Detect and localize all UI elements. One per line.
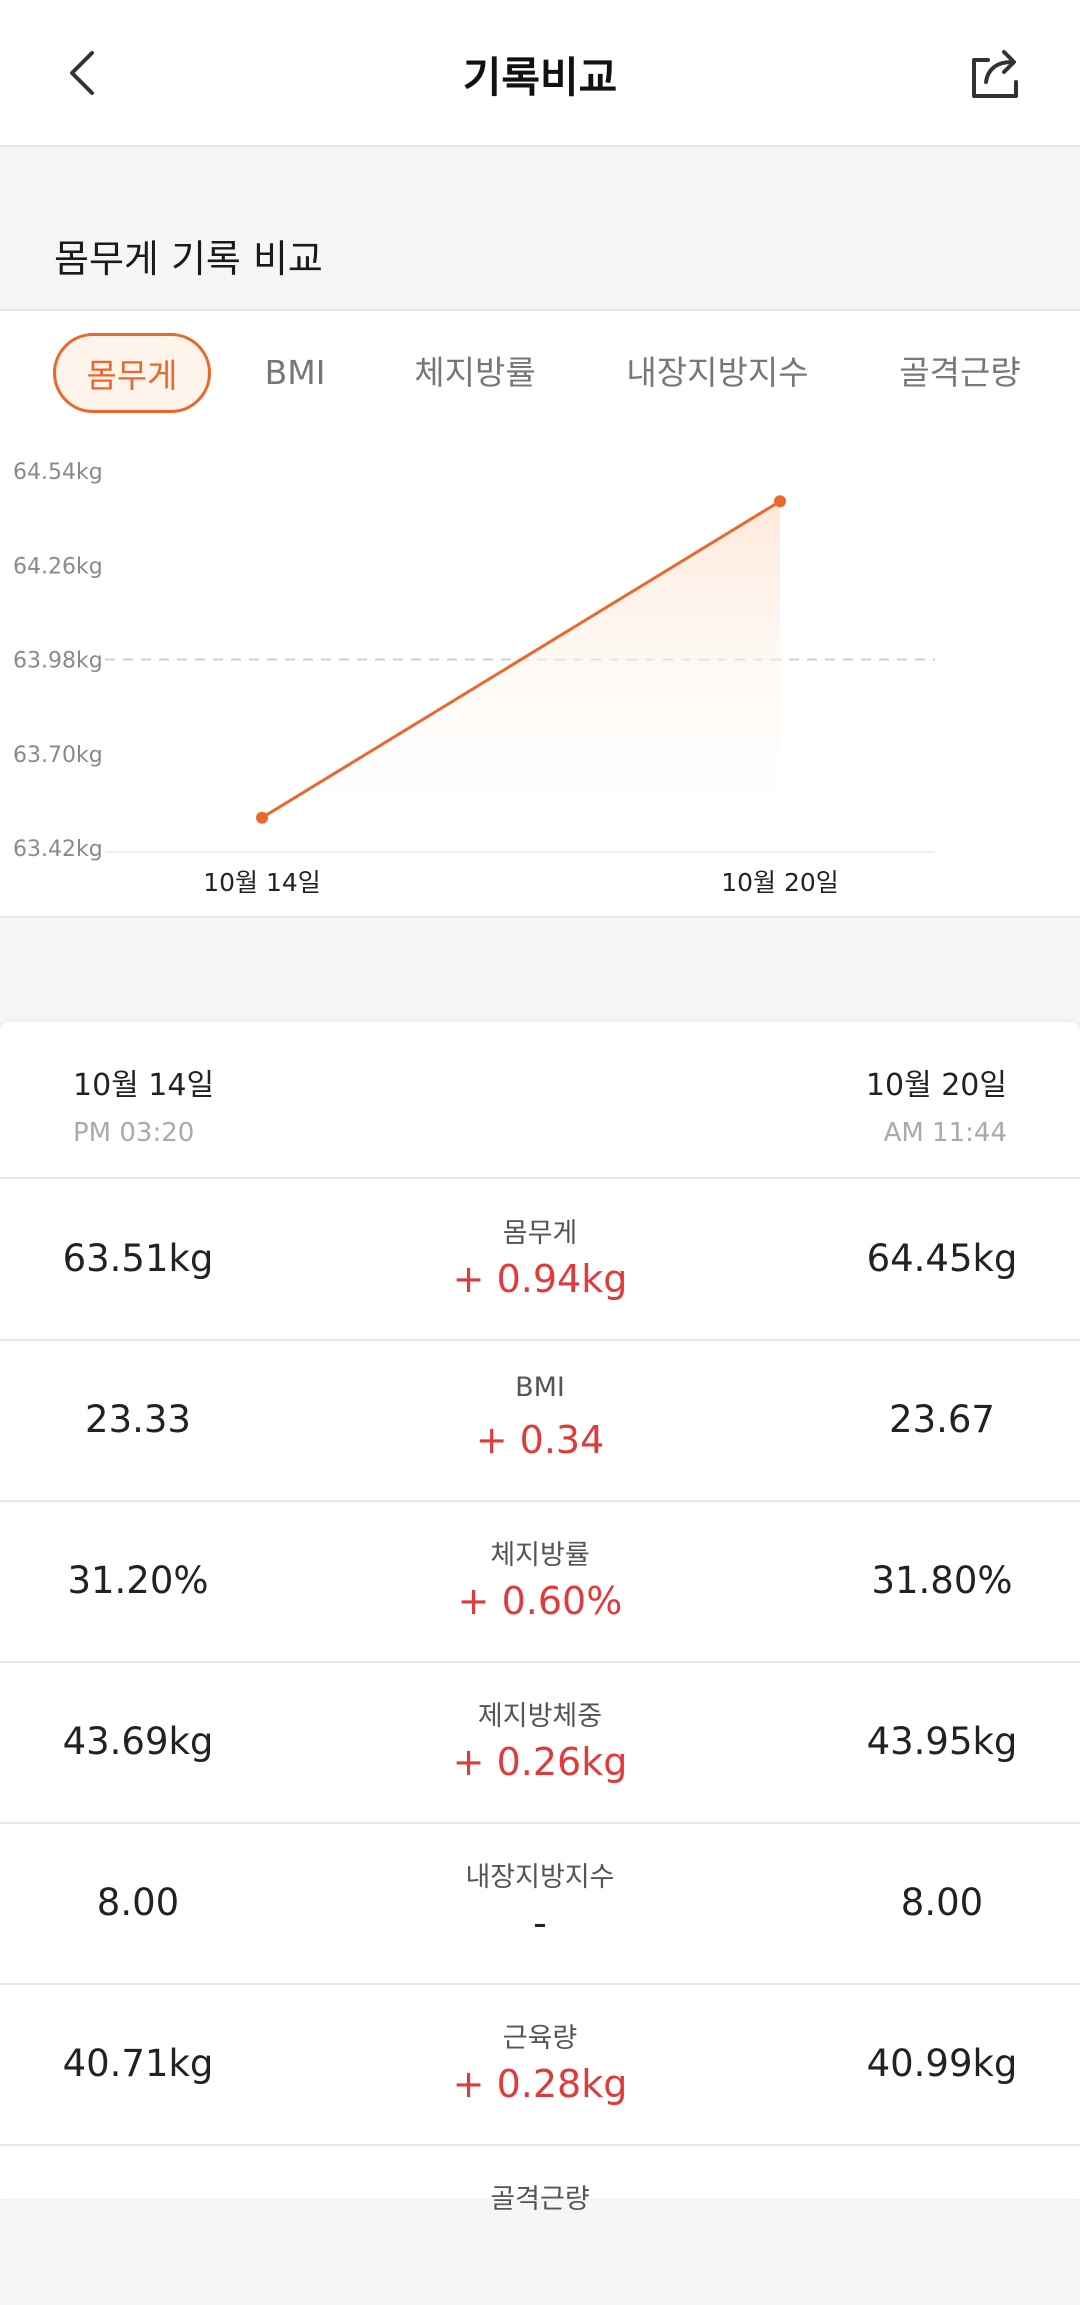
left-value: 8.00 (96, 1881, 180, 1924)
weight-chart: 64.54kg 64.26kg 63.98kg 63.70kg 63.42kg 10월 … (0, 434, 1080, 918)
page-title: 기록비교 (462, 53, 618, 102)
tab-weight[interactable]: 몸무게 (53, 333, 211, 413)
right-record: 10월 20일 AM 11:44 (866, 1060, 1007, 1148)
diff-value: - (533, 1901, 547, 1945)
chart-area-fill (262, 501, 780, 818)
tab-visceral-fat[interactable]: 내장지방지수 (626, 353, 809, 392)
left-value: 43.69kg (62, 1720, 214, 1763)
diff-value: + 0.34 (475, 1418, 605, 1462)
left-value: 40.71kg (62, 2042, 214, 2085)
left-date: 10월 14일 (73, 1068, 215, 1103)
compare-row-muscle: 40.71kg 근육량 + 0.28kg 40.99kg (0, 1984, 1080, 2146)
chart-svg: 64.54kg 64.26kg 63.98kg 63.70kg 63.42kg 10월 … (13, 460, 935, 897)
left-value: 23.33 (85, 1398, 191, 1441)
diff-value: + 0.60% (457, 1579, 623, 1623)
tab-body-fat[interactable]: 체지방률 (414, 353, 536, 392)
left-value: 31.20% (67, 1559, 209, 1602)
x-tick-label: 10월 20일 (721, 868, 839, 897)
right-value: 64.45kg (866, 1237, 1018, 1280)
left-value: 63.51kg (62, 1237, 214, 1280)
right-time: AM 11:44 (883, 1118, 1007, 1148)
row-label: 내장지방지수 (465, 1862, 615, 1893)
y-tick-label: 63.42kg (13, 837, 103, 862)
section-title: 몸무게 기록 비교 (54, 237, 323, 281)
compare-row-body-fat: 31.20% 체지방률 + 0.60% 31.80% (0, 1501, 1080, 1663)
compare-row-lean-mass: 43.69kg 제지방체중 + 0.26kg 43.95kg (0, 1662, 1080, 1824)
row-label: 체지방률 (490, 1540, 590, 1571)
series-line (261, 500, 781, 819)
comparison-panel: 10월 14일 PM 03:20 10월 20일 AM 11:44 63.51k… (0, 1022, 1080, 2215)
back-button[interactable] (58, 38, 118, 108)
share-icon (972, 50, 1018, 98)
left-time: PM 03:20 (73, 1118, 195, 1148)
row-label: 골격근량 (490, 2184, 590, 2215)
x-tick-label: 10월 14일 (203, 868, 321, 897)
row-label: 근육량 (502, 2023, 578, 2054)
compare-row-weight: 63.51kg 몸무게 + 0.94kg 64.45kg (0, 1179, 1080, 1341)
compare-row-visceral-fat: 8.00 내장지방지수 - 8.00 (0, 1823, 1080, 1985)
tab-skeletal-muscle[interactable]: 골격근량 (899, 353, 1021, 392)
right-value: 31.80% (871, 1559, 1013, 1602)
row-label: BMI (515, 1372, 565, 1403)
diff-value: + 0.94kg (452, 1257, 628, 1301)
right-value: 8.00 (900, 1881, 984, 1924)
compare-row-skeletal-muscle: 골격근량 (0, 2145, 1080, 2305)
metric-tabs: 몸무게 BMI 체지방률 내장지방지수 골격근량 (0, 309, 1080, 436)
diff-value: + 0.28kg (452, 2062, 628, 2106)
chevron-left-icon (70, 51, 94, 95)
data-point (256, 811, 268, 824)
diff-value: + 0.26kg (452, 1740, 628, 1784)
right-value: 23.67 (889, 1398, 995, 1441)
row-label: 몸무게 (502, 1218, 578, 1249)
tab-bmi[interactable]: BMI (264, 353, 326, 392)
data-point (774, 495, 786, 508)
y-tick-label: 64.26kg (13, 554, 103, 579)
y-tick-label: 63.98kg (13, 649, 103, 674)
date-header: 10월 14일 PM 03:20 10월 20일 AM 11:44 (0, 1022, 1080, 1179)
compare-row-bmi: 23.33 BMI + 0.34 23.67 (0, 1340, 1080, 1502)
app-header: 기록비교 (0, 0, 1080, 147)
row-label: 제지방체중 (477, 1701, 603, 1732)
right-date: 10월 20일 (865, 1068, 1007, 1103)
share-button[interactable] (966, 44, 1026, 104)
y-tick-label: 63.70kg (13, 743, 103, 768)
right-value: 40.99kg (866, 2042, 1018, 2085)
left-record: 10월 14일 PM 03:20 (73, 1060, 214, 1148)
right-value: 43.95kg (866, 1720, 1018, 1763)
y-tick-label: 64.54kg (13, 460, 103, 485)
